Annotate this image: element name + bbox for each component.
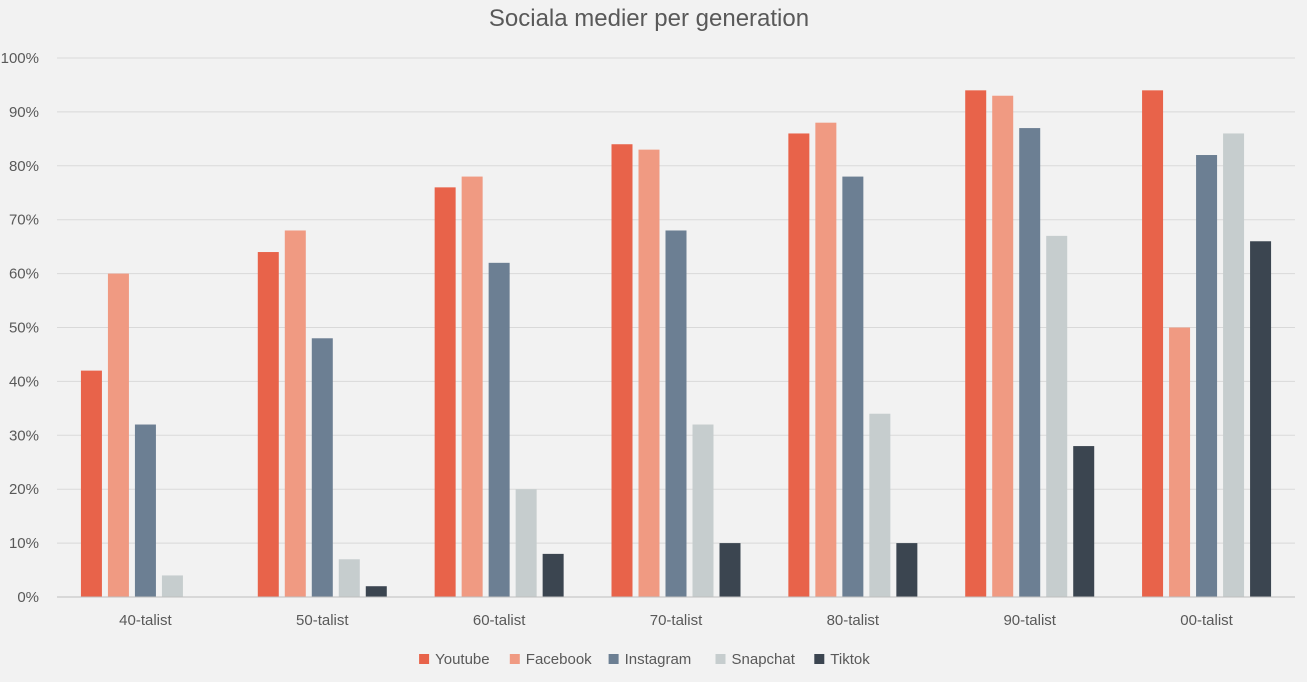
legend-swatch-facebook — [509, 654, 520, 664]
y-tick-label: 0% — [17, 589, 39, 606]
x-tick-label: 90-talist — [1003, 612, 1056, 629]
bar-tiktok-50-talist — [365, 586, 387, 597]
bar-facebook-00-talist — [1169, 327, 1191, 597]
axes: 0% 10% 20% 30% 40% 50% 60% 70% 80% 90% 100% 40-tali… — [1, 50, 1295, 629]
bar-youtube-50-talist — [257, 252, 279, 598]
legend-label-youtube: Youtube — [435, 651, 490, 668]
x-tick-label: 40-talist — [119, 612, 172, 629]
y-tick-label: 40% — [9, 373, 39, 390]
bar-facebook-80-talist — [815, 122, 837, 598]
bars — [80, 90, 1272, 598]
bar-youtube-00-talist — [1142, 90, 1164, 597]
legend-swatch-tiktok — [814, 654, 825, 664]
bar-facebook-60-talist — [461, 176, 483, 597]
y-tick-label: 90% — [9, 104, 39, 121]
bar-instagram-90-talist — [1019, 128, 1041, 597]
bar-youtube-60-talist — [434, 187, 456, 598]
bar-snapchat-70-talist — [692, 424, 714, 597]
y-tick-label: 10% — [9, 535, 39, 552]
bar-instagram-60-talist — [488, 262, 510, 597]
bar-youtube-40-talist — [80, 370, 102, 597]
bar-facebook-40-talist — [107, 273, 129, 597]
bar-tiktok-70-talist — [719, 543, 741, 597]
legend-label-snapchat: Snapchat — [732, 651, 796, 668]
legend: Youtube Facebook Instagram Snapchat Tiktok — [419, 651, 870, 668]
bar-snapchat-40-talist — [161, 575, 183, 597]
legend-swatch-instagram — [608, 654, 619, 664]
x-tick-label: 00-talist — [1180, 612, 1233, 629]
y-tick-label: 20% — [9, 481, 39, 498]
bar-instagram-50-talist — [311, 338, 333, 597]
bar-youtube-80-talist — [788, 133, 810, 597]
x-tick-label: 50-talist — [296, 612, 349, 629]
y-tick-label: 100% — [1, 50, 39, 67]
bar-facebook-90-talist — [992, 95, 1014, 597]
legend-label-instagram: Instagram — [625, 651, 692, 668]
x-tick-label: 70-talist — [650, 612, 703, 629]
bar-youtube-90-talist — [965, 90, 987, 597]
legend-label-facebook: Facebook — [526, 651, 592, 668]
y-tick-label: 80% — [9, 158, 39, 175]
bar-facebook-50-talist — [284, 230, 306, 598]
bar-youtube-70-talist — [611, 144, 633, 598]
y-tick-label: 70% — [9, 212, 39, 229]
legend-label-tiktok: Tiktok — [830, 651, 870, 668]
bar-tiktok-90-talist — [1073, 446, 1095, 597]
bar-snapchat-80-talist — [869, 413, 891, 597]
bar-tiktok-00-talist — [1250, 241, 1272, 597]
y-tick-label: 30% — [9, 427, 39, 444]
y-tick-label: 50% — [9, 320, 39, 337]
bar-snapchat-60-talist — [515, 489, 537, 597]
chart-title: Sociala medier per generation — [489, 5, 809, 32]
bar-snapchat-90-talist — [1046, 235, 1068, 597]
legend-swatch-snapchat — [715, 654, 726, 664]
bar-instagram-70-talist — [665, 230, 687, 598]
bar-snapchat-00-talist — [1223, 133, 1245, 597]
bar-instagram-40-talist — [134, 424, 156, 597]
legend-swatch-youtube — [419, 654, 430, 664]
x-tick-label: 80-talist — [827, 612, 880, 629]
bar-tiktok-80-talist — [896, 543, 918, 597]
x-tick-label: 60-talist — [473, 612, 526, 629]
y-tick-label: 60% — [9, 266, 39, 283]
bar-tiktok-60-talist — [542, 553, 564, 597]
bar-instagram-80-talist — [842, 176, 864, 597]
bar-snapchat-50-talist — [338, 559, 360, 597]
bar-facebook-70-talist — [638, 149, 660, 597]
bar-instagram-00-talist — [1196, 155, 1218, 597]
